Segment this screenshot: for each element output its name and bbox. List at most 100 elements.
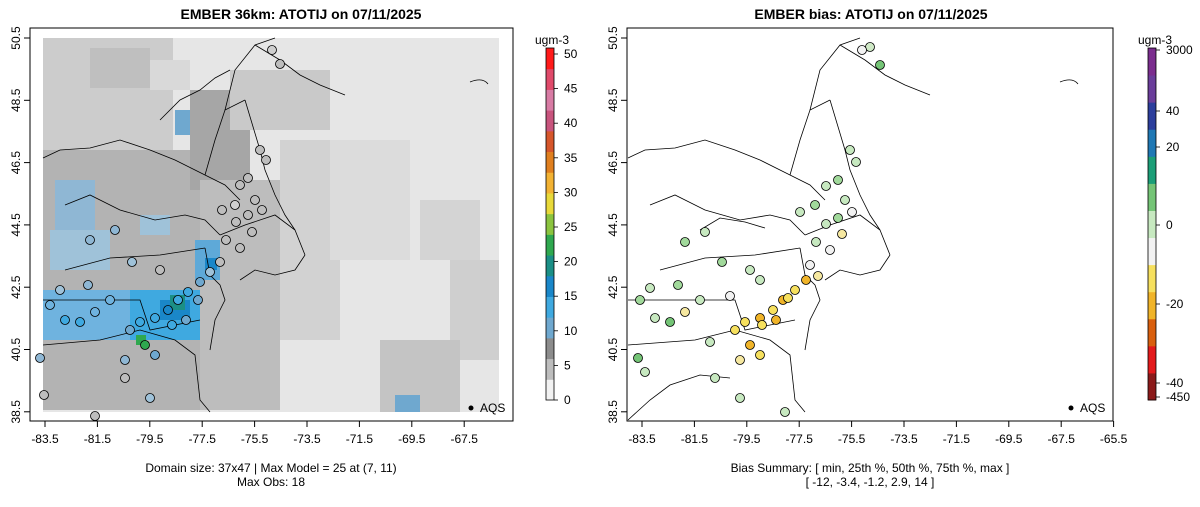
right-colorbar-tick-label: 0 [1166,218,1173,232]
left-x-axis: -83.5 -81.5 -79.5 -77.5 -75.5 -73.5 -71.5 -69.5… [31,421,478,446]
left-colorbar-swatch [546,130,554,153]
left-colorbar-unit: ugm-3 [535,33,569,47]
left-colorbar-tick-label: 5 [564,358,571,372]
right-colorbar-swatch [1148,75,1156,103]
left-colorbar-tick-label: 10 [564,324,578,338]
right-map-boundaries [469,37,1079,421]
right-colorbar-swatch [1148,156,1156,184]
right-panel: EMBER bias: ATOTIJ on 07/11/2025 [469,6,1193,489]
right-y-tick-label: 44.5 [606,213,620,237]
left-colorbar-frame [545,47,555,401]
right-colorbar-tick-label: 40 [1166,104,1180,118]
right-colorbar: ugm-3 3000 40 20 0 -20 -40-450 [1138,33,1193,404]
right-colorbar-swatch [1148,102,1156,130]
left-colorbar-swatch [546,296,554,318]
right-footer-line2: [ -12, -3.4, -1.2, 2.9, 14 ] [806,475,935,489]
right-colorbar-swatch [1148,372,1156,401]
right-x-tick-label: -65.5 [1100,432,1128,446]
right-colorbar-frame [1147,47,1157,401]
right-x-tick-label: -69.5 [995,432,1023,446]
left-map-boundaries [42,37,346,413]
right-colorbar-swatch [1148,264,1156,293]
left-aqs-points [35,45,285,421]
left-colorbar-tick-label: 0 [564,393,571,407]
right-aqs-legend-label: AQS [1080,401,1105,415]
left-colorbar-swatch [546,234,554,256]
left-colorbar-tick-label: 40 [564,116,578,130]
left-colorbar-swatch [546,172,554,194]
left-x-tick-label: -71.5 [346,432,374,446]
left-y-tick-label: 40.5 [9,337,23,361]
left-colorbar-swatch [546,213,554,235]
left-colorbar-swatch [546,358,554,380]
left-x-tick-label: -81.5 [84,432,112,446]
left-x-tick-label: -73.5 [293,432,321,446]
right-y-tick-label: 48.5 [606,88,620,112]
right-panel-title: EMBER bias: ATOTIJ on 07/11/2025 [754,6,987,22]
left-y-tick-label: 42.5 [9,275,23,299]
left-panel-title: EMBER 36km: ATOTIJ on 07/11/2025 [181,6,422,22]
right-x-tick-label: -77.5 [786,432,814,446]
left-colorbar-swatch [546,379,554,401]
right-colorbar-swatch [1148,237,1156,266]
right-colorbar-swatch [1148,291,1156,320]
left-x-tick-label: -75.5 [241,432,269,446]
left-colorbar-swatch [546,48,554,70]
right-colorbar-tick-label: 3000 [1166,43,1193,57]
right-x-tick-label: -73.5 [890,432,918,446]
left-x-tick-label: -77.5 [189,432,217,446]
right-colorbar-tick-label: 20 [1166,140,1180,154]
left-colorbar-tick-label: 15 [564,289,578,303]
left-colorbar-tick-label: 20 [564,255,578,269]
left-x-tick-label: -67.5 [451,432,479,446]
left-x-tick-label: -69.5 [398,432,426,446]
left-colorbar-swatch [546,151,554,173]
left-y-tick-label: 46.5 [9,151,23,175]
right-colorbar-swatch [1148,210,1156,239]
right-aqs-legend: AQS [1068,401,1105,415]
right-x-tick-label: -67.5 [1048,432,1076,446]
left-colorbar-tick-label: 45 [564,82,578,96]
left-x-tick-label: -79.5 [136,432,164,446]
left-footer-line2: Max Obs: 18 [237,475,305,489]
left-y-axis: 50.5 48.5 46.5 44.5 42.5 40.5 38.5 [9,26,30,423]
left-colorbar-swatch [546,275,554,297]
left-y-tick-label: 50.5 [9,26,23,50]
right-y-tick-label: 46.5 [606,151,620,175]
right-x-tick-label: -75.5 [838,432,866,446]
right-colorbar-tick-label: -20 [1166,297,1184,311]
left-colorbar-swatch [546,255,554,277]
right-colorbar-tick-label: -450 [1166,390,1190,404]
right-colorbar-swatch [1148,318,1156,347]
right-y-tick-label: 42.5 [606,275,620,299]
left-colorbar-tick-label: 25 [564,220,578,234]
left-y-tick-label: 48.5 [9,88,23,112]
left-colorbar-tick-label: 30 [564,185,578,199]
right-colorbar-swatch [1148,48,1156,76]
left-aqs-legend-label: AQS [480,401,505,415]
left-aqs-legend: AQS [468,401,505,415]
left-colorbar-swatch [546,89,554,111]
right-colorbar-tick-label: -40 [1166,376,1184,390]
left-colorbar-swatch [546,110,554,132]
left-model-grid [43,38,499,412]
right-x-tick-label: -83.5 [628,432,656,446]
left-colorbar-swatch [546,68,554,90]
right-footer-line1: Bias Summary: [ min, 25th %, 50th %, 75t… [731,461,1010,475]
left-footer-line1: Domain size: 37x47 | Max Model = 25 at (… [145,461,396,475]
right-x-axis: -83.5 -81.5 -79.5 -77.5 -75.5 -73.5 -71.5 -69.5… [628,421,1128,446]
right-x-tick-label: -81.5 [681,432,709,446]
left-colorbar-tick-label: 50 [564,47,578,61]
right-x-tick-label: -79.5 [733,432,761,446]
right-y-tick-label: 40.5 [606,337,620,361]
left-x-tick-label: -83.5 [31,432,59,446]
left-colorbar-swatch [546,317,554,339]
right-y-tick-label: 38.5 [606,400,620,424]
right-colorbar-swatch [1148,183,1156,211]
left-colorbar-tick-label: 35 [564,151,578,165]
right-aqs-points [633,42,885,417]
right-colorbar-swatch [1148,129,1156,157]
right-colorbar-swatch [1148,345,1156,374]
right-x-tick-label: -71.5 [943,432,971,446]
